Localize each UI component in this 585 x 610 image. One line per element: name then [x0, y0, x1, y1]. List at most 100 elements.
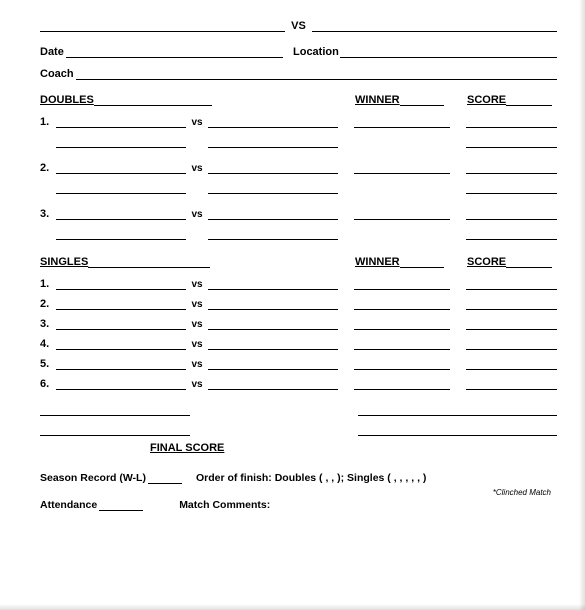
- s6-p2-line: [208, 378, 338, 390]
- singles-row: 1. vs: [40, 278, 557, 290]
- vs-label: vs: [186, 359, 208, 370]
- vs-label: vs: [186, 209, 208, 220]
- match-number: 1.: [40, 278, 56, 290]
- coach-label: Coach: [40, 68, 74, 80]
- match-number: 5.: [40, 358, 56, 370]
- season-record-line: [148, 472, 182, 484]
- attendance-label: Attendance: [40, 499, 97, 511]
- attendance-line: [99, 499, 143, 511]
- s5-p1-line: [56, 358, 186, 370]
- s2-p2-line: [208, 298, 338, 310]
- d1b-score-line: [466, 136, 557, 148]
- vs-label: vs: [186, 163, 208, 174]
- s4-w-line: [354, 338, 450, 350]
- final-team2-line: [358, 404, 557, 416]
- doubles-subrow: [40, 228, 557, 240]
- d3-score-line: [466, 208, 557, 220]
- team2-line: [312, 20, 557, 32]
- vs-label: vs: [186, 319, 208, 330]
- d1-player1-line: [56, 116, 186, 128]
- footer: Season Record (W-L) Order of finish: Dou…: [40, 472, 557, 511]
- location-label: Location: [293, 46, 339, 58]
- singles-section: 1. vs 2. vs 3. vs 4. vs 5. vs 6. vs: [40, 278, 557, 390]
- singles-row: 5. vs: [40, 358, 557, 370]
- s3-sc-line: [466, 318, 557, 330]
- vs-label: vs: [186, 117, 208, 128]
- d2-score-line: [466, 162, 557, 174]
- shadow-right: [579, 0, 585, 610]
- final-score-label: FINAL SCORE: [150, 442, 224, 454]
- d2b-score-line: [466, 182, 557, 194]
- match-number: 3.: [40, 318, 56, 330]
- date-line: [66, 46, 283, 58]
- score-title-d: SCORE: [467, 94, 506, 106]
- final-score1-line: [40, 424, 190, 436]
- s1-p1-line: [56, 278, 186, 290]
- coach-line: [76, 68, 557, 80]
- winner-title-s: WINNER: [355, 256, 400, 268]
- singles-title: SINGLES: [40, 256, 88, 268]
- s3-p2-line: [208, 318, 338, 330]
- d3b-player2-line: [208, 228, 338, 240]
- doubles-row: 2. vs: [40, 162, 557, 174]
- singles-row: 6. vs: [40, 378, 557, 390]
- doubles-title: DOUBLES: [40, 94, 94, 106]
- d2-player2-line: [208, 162, 338, 174]
- date-label: Date: [40, 46, 64, 58]
- d1-player2-line: [208, 116, 338, 128]
- location-line: [340, 46, 557, 58]
- doubles-row: 3. vs: [40, 208, 557, 220]
- match-number: 4.: [40, 338, 56, 350]
- doubles-title-line: [94, 94, 212, 106]
- s6-w-line: [354, 378, 450, 390]
- match-number: 2.: [40, 298, 56, 310]
- s4-p1-line: [56, 338, 186, 350]
- singles-header: SINGLES WINNER SCORE: [40, 256, 557, 268]
- singles-row: 2. vs: [40, 298, 557, 310]
- s3-w-line: [354, 318, 450, 330]
- match-number: 2.: [40, 162, 56, 174]
- winner-line-d: [400, 94, 444, 106]
- match-number: 3.: [40, 208, 56, 220]
- d2-winner-line: [354, 162, 450, 174]
- singles-row: 4. vs: [40, 338, 557, 350]
- singles-row: 3. vs: [40, 318, 557, 330]
- match-number: 1.: [40, 116, 56, 128]
- s1-p2-line: [208, 278, 338, 290]
- s4-p2-line: [208, 338, 338, 350]
- shadow-bottom: [0, 604, 585, 610]
- d3-player1-line: [56, 208, 186, 220]
- doubles-section: 1. vs 2. vs: [40, 116, 557, 240]
- winner-line-s: [400, 256, 444, 268]
- d3-winner-line: [354, 208, 450, 220]
- d1b-player2-line: [208, 136, 338, 148]
- d3b-score-line: [466, 228, 557, 240]
- s5-w-line: [354, 358, 450, 370]
- vs-label: vs: [186, 279, 208, 290]
- d2b-player1-line: [56, 182, 186, 194]
- d1-score-line: [466, 116, 557, 128]
- order-of-finish: Order of finish: Doubles ( , , ); Single…: [196, 472, 557, 484]
- s2-p1-line: [56, 298, 186, 310]
- score-title-s: SCORE: [467, 256, 506, 268]
- vs-label: vs: [186, 379, 208, 390]
- score-line-s: [506, 256, 552, 268]
- doubles-subrow: [40, 136, 557, 148]
- s5-sc-line: [466, 358, 557, 370]
- s2-sc-line: [466, 298, 557, 310]
- d3-player2-line: [208, 208, 338, 220]
- d2b-player2-line: [208, 182, 338, 194]
- vs-label: vs: [186, 299, 208, 310]
- doubles-row: 1. vs: [40, 116, 557, 128]
- final-team1-line: [40, 404, 190, 416]
- doubles-header: DOUBLES WINNER SCORE: [40, 94, 557, 106]
- s4-sc-line: [466, 338, 557, 350]
- s1-sc-line: [466, 278, 557, 290]
- clinched-note: *Clinched Match: [40, 488, 557, 497]
- team1-line: [40, 20, 285, 32]
- season-record-label: Season Record (W-L): [40, 472, 146, 484]
- vs-label: vs: [186, 339, 208, 350]
- s2-w-line: [354, 298, 450, 310]
- d2-player1-line: [56, 162, 186, 174]
- singles-title-line: [88, 256, 210, 268]
